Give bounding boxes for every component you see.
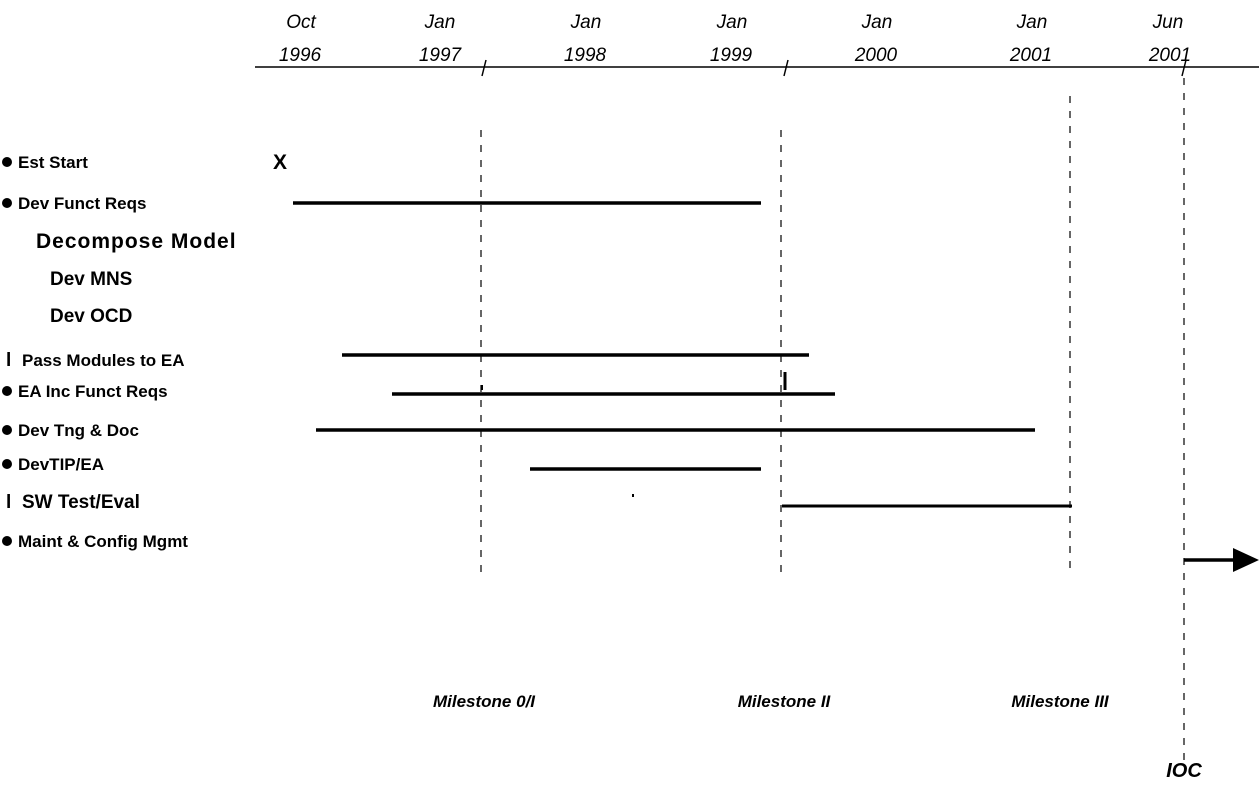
axis-tick-month: Oct (286, 12, 316, 33)
task-arrow-head (1233, 548, 1259, 572)
bullet-bracket: l (6, 492, 11, 513)
axis-tick-year: 2001 (1009, 45, 1052, 66)
task-label: Dev OCD (50, 306, 132, 327)
axis-tick-month: Jan (716, 12, 748, 33)
axis-tick-month: Jan (861, 12, 893, 33)
task-label: EA Inc Funct Reqs (18, 382, 168, 401)
task-label: Est Start (18, 153, 88, 172)
task-label: SW Test/Eval (22, 492, 140, 513)
axis-tick-year: 2001 (1148, 45, 1191, 66)
est-start-marker: X (273, 151, 287, 174)
milestone-label: Milestone 0/I (433, 692, 536, 711)
bullet-dot (2, 157, 12, 167)
milestone-label: Milestone III (1011, 692, 1110, 711)
stray-dot (632, 494, 634, 497)
axis-tick-year: 2000 (854, 45, 898, 66)
bullet-dot (2, 198, 12, 208)
axis-tick-year: 1997 (419, 45, 463, 66)
task-label: Maint & Config Mgmt (18, 532, 188, 551)
task-label: Pass Modules to EA (22, 351, 184, 370)
axis-marker-tick (481, 59, 487, 77)
axis-tick-year: 1998 (564, 45, 607, 66)
milestone-label: Milestone II (738, 692, 832, 711)
bullet-dot (2, 536, 12, 546)
axis-tick-month: Jan (570, 12, 602, 33)
bullet-dot (2, 425, 12, 435)
bullet-bracket: l (6, 350, 11, 371)
bullet-dot (2, 459, 12, 469)
axis-tick-month: Jun (1152, 12, 1184, 33)
task-label: Dev Funct Reqs (18, 194, 146, 213)
axis-tick-year: 1999 (710, 45, 753, 66)
axis-marker-tick (1181, 59, 1187, 77)
axis-tick-month: Jan (1016, 12, 1048, 33)
axis-marker-tick (783, 59, 789, 77)
axis-tick-year: 1996 (279, 45, 322, 66)
milestone-label: IOC (1166, 760, 1202, 782)
task-label: Dev MNS (50, 269, 132, 290)
task-label: Decompose Model (36, 230, 237, 253)
task-label: DevTIP/EA (18, 455, 104, 474)
bullet-dot (2, 386, 12, 396)
task-label: Dev Tng & Doc (18, 421, 139, 440)
axis-tick-month: Jan (424, 12, 456, 33)
